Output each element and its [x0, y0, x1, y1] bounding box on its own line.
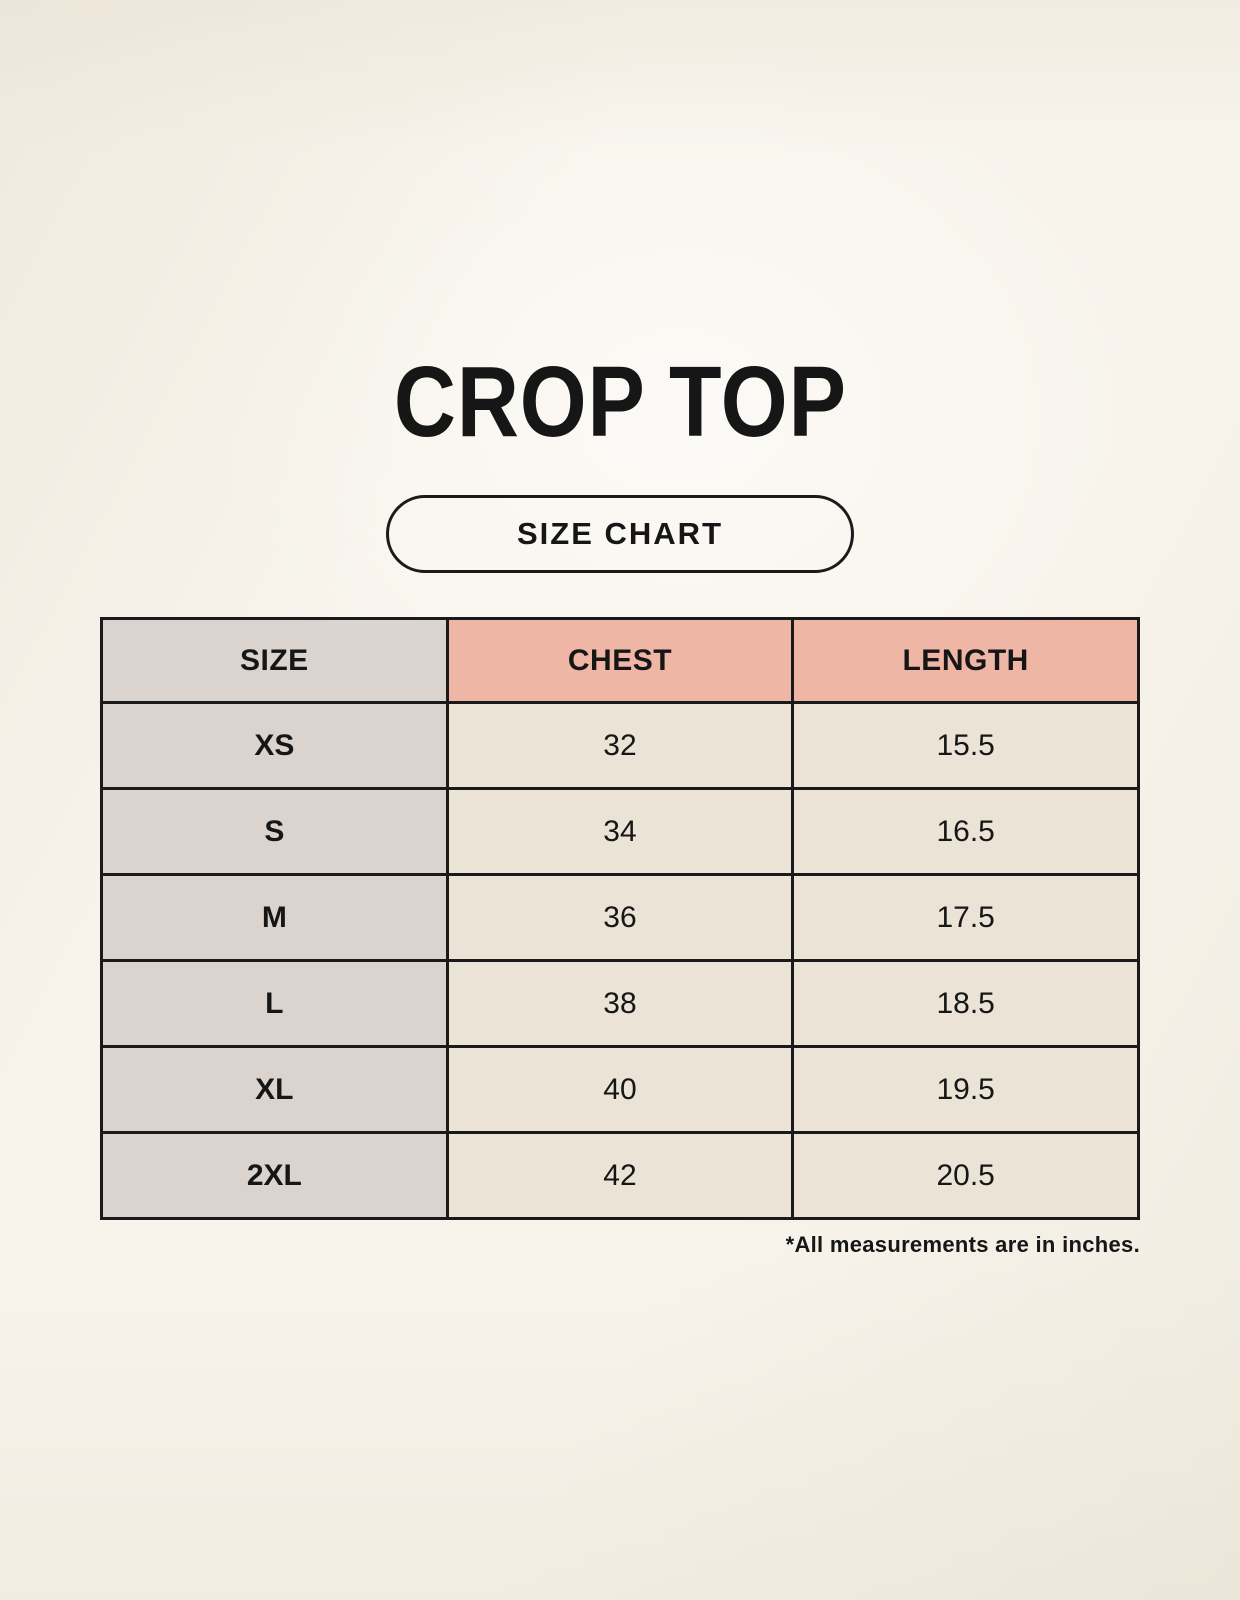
chest-value: 36: [445, 873, 795, 962]
size-chart-table: SIZE CHEST LENGTH XS 32 15.5 S 34 16.5 M…: [100, 617, 1140, 1220]
table-row-s: S 34 16.5: [100, 787, 1140, 876]
size-label: M: [100, 873, 449, 962]
size-label: XS: [100, 701, 449, 790]
measurements-footnote: *All measurements are in inches.: [785, 1232, 1140, 1257]
chest-value: 42: [445, 1131, 795, 1220]
table-header-row: SIZE CHEST LENGTH: [100, 617, 1140, 704]
size-label: L: [100, 959, 449, 1048]
length-value: 17.5: [791, 873, 1140, 962]
size-label: 2XL: [100, 1131, 449, 1220]
chest-value: 38: [445, 959, 795, 1048]
size-chart-badge-label: SIZE CHART: [517, 516, 723, 551]
table-row-m: M 36 17.5: [100, 873, 1140, 962]
table-row-xs: XS 32 15.5: [100, 701, 1140, 790]
page-title: CROP TOP: [0, 0, 1240, 452]
size-label: XL: [100, 1045, 449, 1134]
length-value: 16.5: [791, 787, 1140, 876]
page-title-text: CROP TOP: [393, 346, 847, 458]
size-chart-badge: SIZE CHART: [386, 495, 854, 573]
table-row-l: L 38 18.5: [100, 959, 1140, 1048]
length-value: 18.5: [791, 959, 1140, 1048]
table-row-xl: XL 40 19.5: [100, 1045, 1140, 1134]
column-header-length: LENGTH: [791, 617, 1140, 704]
chest-value: 32: [445, 701, 795, 790]
chest-value: 40: [445, 1045, 795, 1134]
length-value: 20.5: [791, 1131, 1140, 1220]
table-row-2xl: 2XL 42 20.5: [100, 1131, 1140, 1220]
size-label: S: [100, 787, 449, 876]
length-value: 15.5: [791, 701, 1140, 790]
length-value: 19.5: [791, 1045, 1140, 1134]
column-header-chest: CHEST: [445, 617, 795, 704]
column-header-size: SIZE: [100, 617, 449, 704]
chest-value: 34: [445, 787, 795, 876]
